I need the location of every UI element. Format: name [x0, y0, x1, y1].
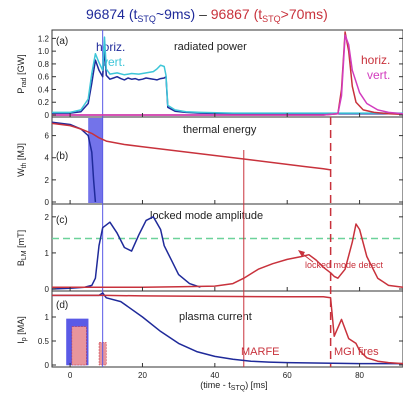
- locked-mode-annotation: locked mode detect: [305, 260, 384, 270]
- panel-c-series-96874: [51, 216, 201, 290]
- panel-a-title: radiated power: [174, 41, 247, 53]
- thermal-quench-band: [88, 118, 103, 203]
- shot-a-title: 96874 (tSTQ~9ms): [86, 6, 199, 24]
- chart-background-layer: [52, 30, 403, 367]
- panel-c-series-96867: [52, 223, 403, 288]
- panel-d-series-96867: [52, 294, 403, 365]
- legend-a-vert: vert.: [102, 55, 125, 69]
- panel-b-series-96874: [51, 121, 97, 203]
- panel-c-tag: (c): [56, 215, 68, 226]
- panel-d-frame: [51, 290, 403, 368]
- panel-a-series-96874: [52, 36, 403, 114]
- panel-a-tag: (a): [56, 36, 68, 47]
- panel-a-ytick-label: 0: [45, 111, 50, 120]
- panel-b-ytick-label: 6: [45, 132, 50, 141]
- panel-d-series-96874: [52, 292, 403, 365]
- panel-a-ytick-label: 0.8: [38, 60, 50, 69]
- panel-c-title: locked mode amplitude: [150, 210, 263, 222]
- annotation-arrowhead: [298, 250, 305, 257]
- panel-c-ytick-label: 1: [45, 249, 50, 258]
- panel-c-ytick-label: 2: [45, 213, 50, 222]
- panel-a-ytick-label: 0.6: [38, 73, 50, 82]
- panel-d: (d) plasma current MARFE MGI fires Ip [M…: [16, 290, 403, 392]
- legend-a-horiz: horiz.: [96, 40, 125, 54]
- title-dash: –: [199, 6, 211, 22]
- panel-c: (c) locked mode amplitude locked mode de…: [16, 203, 403, 292]
- panel-a-ytick-label: 1.2: [38, 34, 50, 43]
- legend-b-vert: vert.: [367, 68, 390, 82]
- panel-b-ytick-label: 0: [45, 198, 50, 207]
- chart-series-layer: [51, 31, 403, 365]
- panel-c-ylabel: BLM [mT]: [16, 230, 28, 266]
- panel-b-series-96867: [51, 122, 331, 171]
- current-bar-96867: [71, 326, 87, 366]
- legend-b-horiz: horiz.: [361, 53, 390, 67]
- panel-a-ylabel: Prad [GW]: [16, 54, 28, 93]
- panel-d-title: plasma current: [179, 311, 252, 323]
- panel-b-ytick-label: 2: [45, 176, 50, 185]
- x-tick-label: 0: [68, 371, 73, 380]
- panel-b-tag: (b): [56, 151, 68, 162]
- x-tick-label: 60: [283, 371, 292, 380]
- figure-header: 96874 (tSTQ~9ms) – 96867 (tSTQ>70ms): [86, 6, 328, 24]
- panel-b: (b) thermal energy Wth [MJ]: [16, 116, 403, 205]
- panel-a-series-96867: [52, 34, 403, 116]
- mgi-fires-label: MGI fires: [334, 346, 379, 358]
- x-tick-label: 20: [138, 371, 147, 380]
- shot-b-title: 96867 (tSTQ>70ms): [211, 6, 328, 24]
- x-tick-label: 40: [210, 371, 219, 380]
- x-tick-label: 80: [355, 371, 364, 380]
- panel-a-ytick-label: 0.4: [38, 85, 50, 94]
- panel-c-ytick-label: 0: [45, 285, 50, 294]
- panel-d-ytick-label: 1: [45, 313, 50, 322]
- panel-d-ylabel: Ip [MA]: [16, 316, 28, 343]
- marfe-label: MARFE: [241, 346, 280, 358]
- panel-b-title: thermal energy: [183, 124, 257, 136]
- x-axis-label: (time - tSTQ) [ms]: [200, 380, 267, 392]
- panel-d-ytick-label: 0.5: [38, 337, 50, 346]
- panel-a-ytick-label: 1.0: [38, 47, 50, 56]
- panel-b-ylabel: Wth [MJ]: [16, 143, 28, 177]
- panel-d-tag: (d): [56, 300, 68, 311]
- panel-b-ytick-label: 4: [45, 154, 50, 163]
- panel-a-ytick-label: 0.2: [38, 98, 50, 107]
- panel-d-ytick-label: 0: [45, 361, 50, 370]
